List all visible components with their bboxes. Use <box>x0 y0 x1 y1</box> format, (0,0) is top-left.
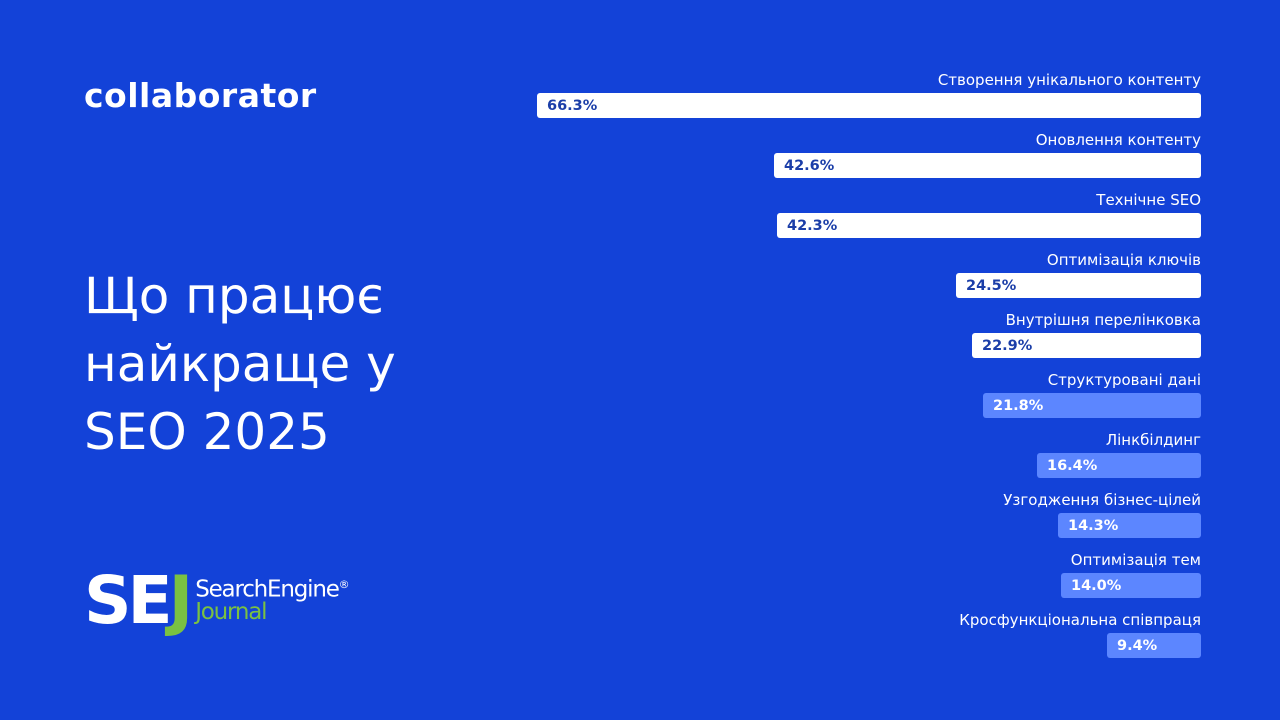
bar: 42.6% <box>774 153 1201 178</box>
title-line-2: найкраще у <box>84 335 396 393</box>
bar-label: Технічне SEO <box>1096 191 1201 209</box>
bar: 14.0% <box>1061 573 1201 598</box>
bar-value-label: 66.3% <box>547 97 598 114</box>
bar-label: Внутрішня перелінковка <box>1005 311 1201 329</box>
registered-mark-icon: ® <box>338 578 350 591</box>
bar-value-label: 14.3% <box>1068 517 1119 534</box>
bar: 66.3% <box>537 93 1201 118</box>
sej-letter-j: J <box>168 562 193 639</box>
collaborator-logo: collaborator <box>84 76 317 115</box>
bar-value-label: 42.3% <box>787 217 838 234</box>
sej-journal-text: Journal <box>195 598 267 625</box>
bar-row: Узгодження бізнес-цілей 14.3% <box>901 490 1201 538</box>
bar-label: Кросфункціональна співпраця <box>959 611 1201 629</box>
title-line-1: Що працює <box>84 267 384 325</box>
bar-row: Оптимізація ключів 24.5% <box>901 250 1201 298</box>
bar: 14.3% <box>1058 513 1201 538</box>
bar-value-label: 16.4% <box>1047 457 1098 474</box>
bar-row: Технічне SEO 42.3% <box>777 190 1201 238</box>
sej-logo: SEJ SearchEngine® Journal <box>84 568 350 634</box>
sej-letter-s: S <box>84 562 132 639</box>
bar: 42.3% <box>777 213 1201 238</box>
sej-wordmark: SearchEngine® Journal <box>195 574 349 623</box>
bar: 21.8% <box>983 393 1201 418</box>
bar-label: Створення унікального контенту <box>937 71 1201 89</box>
bar-value-label: 24.5% <box>966 277 1017 294</box>
bar-row: Оптимізація тем 14.0% <box>901 550 1201 598</box>
bar-value-label: 14.0% <box>1071 577 1122 594</box>
bar: 9.4% <box>1107 633 1201 658</box>
bar-row: Кросфункціональна співпраця 9.4% <box>901 610 1201 658</box>
bar-value-label: 9.4% <box>1117 637 1158 654</box>
bar: 16.4% <box>1037 453 1201 478</box>
bar-value-label: 22.9% <box>982 337 1033 354</box>
bar-label: Оптимізація тем <box>1070 551 1201 569</box>
bar-row: Внутрішня перелінковка 22.9% <box>901 310 1201 358</box>
bar-label: Лінкбілдинг <box>1105 431 1201 449</box>
bar-row: Створення унікального контенту 66.3% <box>537 70 1201 118</box>
bar-value-label: 21.8% <box>993 397 1044 414</box>
bar-label: Оптимізація ключів <box>1046 251 1201 269</box>
bar: 22.9% <box>972 333 1201 358</box>
sej-letter-e: E <box>127 562 173 639</box>
sej-search-engine-text: SearchEngine <box>195 576 340 603</box>
bar-value-label: 42.6% <box>784 157 835 174</box>
sej-monogram: SEJ <box>84 568 193 634</box>
bar-row: Оновлення контенту 42.6% <box>774 130 1201 178</box>
title-line-3: SEO 2025 <box>84 403 330 461</box>
bar-label: Оновлення контенту <box>1035 131 1201 149</box>
bar-label: Узгодження бізнес-цілей <box>1003 491 1201 509</box>
bar-row: Структуровані дані 21.8% <box>901 370 1201 418</box>
sej-wordmark-line1: SearchEngine® <box>195 574 349 601</box>
bar-label: Структуровані дані <box>1047 371 1201 389</box>
bar: 24.5% <box>956 273 1201 298</box>
bar-row: Лінкбілдинг 16.4% <box>901 430 1201 478</box>
page-title: Що працює найкраще у SEO 2025 <box>84 262 504 466</box>
